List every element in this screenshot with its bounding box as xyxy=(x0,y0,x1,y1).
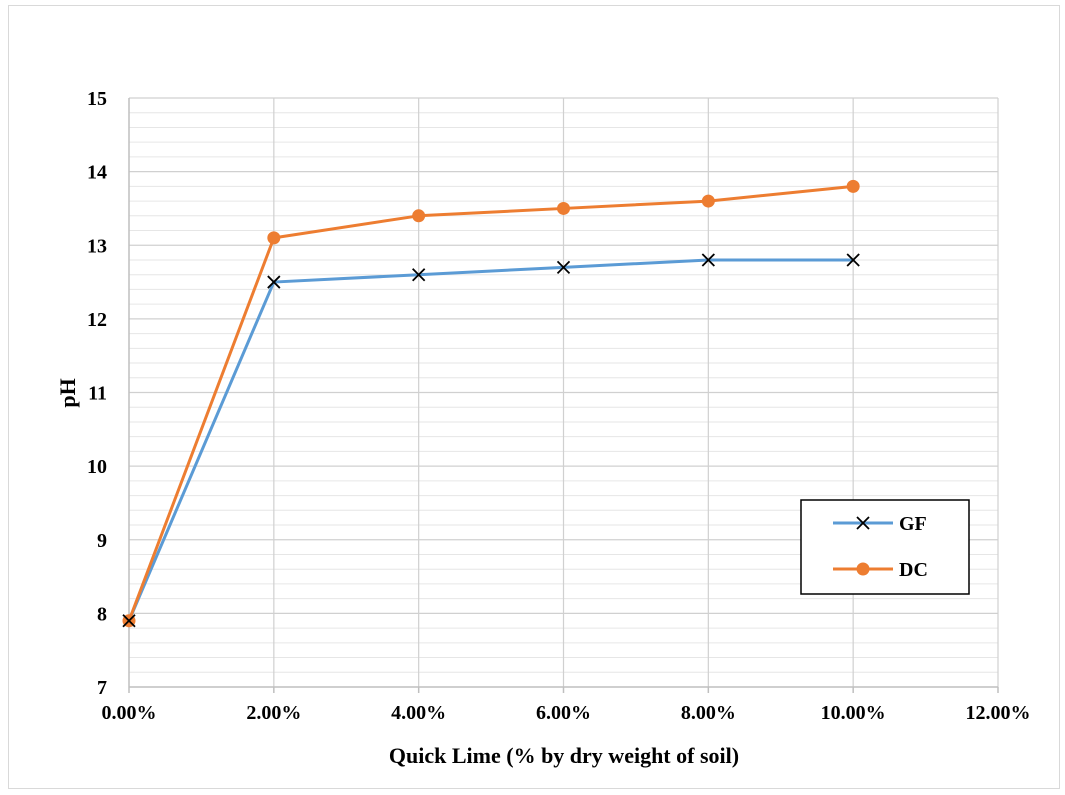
chart-frame xyxy=(8,5,1060,789)
y-tick-label: 9 xyxy=(97,530,107,552)
marker-stroke xyxy=(856,516,870,530)
series-line-dc xyxy=(127,184,854,622)
legend-marker-gf xyxy=(856,516,870,530)
axes xyxy=(128,98,999,693)
data-point-gf xyxy=(556,260,571,274)
data-point-gf xyxy=(701,253,715,267)
legend-marker-symbol xyxy=(856,562,870,576)
y-tick-label: 10 xyxy=(87,456,107,478)
y-tick-label: 13 xyxy=(87,235,107,257)
data-point-dc xyxy=(412,209,426,223)
series-markers xyxy=(122,179,860,628)
major-gridlines xyxy=(129,97,999,687)
marker-stroke xyxy=(122,614,136,628)
y-axis-title: pH xyxy=(55,378,80,407)
marker-stroke xyxy=(556,260,571,274)
y-tick-labels: 7 8 9 10 11 12 13 14 15 xyxy=(87,88,107,699)
legend: GF DC xyxy=(800,499,970,595)
x-tick-label: 10.00% xyxy=(821,702,886,724)
y-tick-label: 7 xyxy=(97,677,107,699)
data-point-gf xyxy=(412,268,426,282)
y-tick-label: 11 xyxy=(88,383,107,405)
y-tick-label: 15 xyxy=(87,88,107,110)
y-tick-label: 12 xyxy=(87,309,107,331)
marker-stroke xyxy=(701,253,715,267)
data-point-gf xyxy=(267,275,281,289)
marker-stroke xyxy=(267,275,281,289)
x-tick-label: 8.00% xyxy=(681,702,736,724)
x-tick-label: 2.00% xyxy=(246,702,301,724)
y-tick-label: 14 xyxy=(87,162,107,184)
data-point-dc xyxy=(846,179,860,193)
x-tick-label: 0.00% xyxy=(102,702,157,724)
data-point-gf xyxy=(122,614,136,628)
legend-label-dc: DC xyxy=(899,559,928,581)
data-point-dc xyxy=(557,201,570,215)
series-line-gf xyxy=(127,258,854,622)
marker-stroke xyxy=(846,253,860,267)
x-tick-label: 12.00% xyxy=(966,702,1031,724)
marker-stroke xyxy=(412,268,426,282)
x-tick-label: 4.00% xyxy=(391,702,446,724)
legend-marker-dc xyxy=(856,562,870,576)
series-lines xyxy=(127,184,854,622)
data-point-dc xyxy=(267,231,281,245)
x-tick-label: 6.00% xyxy=(536,702,591,724)
legend-box xyxy=(800,499,970,595)
data-point-gf xyxy=(846,253,860,267)
data-point-dc xyxy=(701,194,715,208)
y-tick-label: 8 xyxy=(97,603,107,625)
legend-marker-symbol xyxy=(856,516,870,530)
x-tick-labels: 0.00% 2.00% 4.00% 6.00% 8.00% 10.00% 12.00% xyxy=(102,702,1031,724)
x-axis-title: Quick Lime (% by dry weight of soil) xyxy=(389,743,739,768)
legend-label-gf: GF xyxy=(899,513,927,535)
